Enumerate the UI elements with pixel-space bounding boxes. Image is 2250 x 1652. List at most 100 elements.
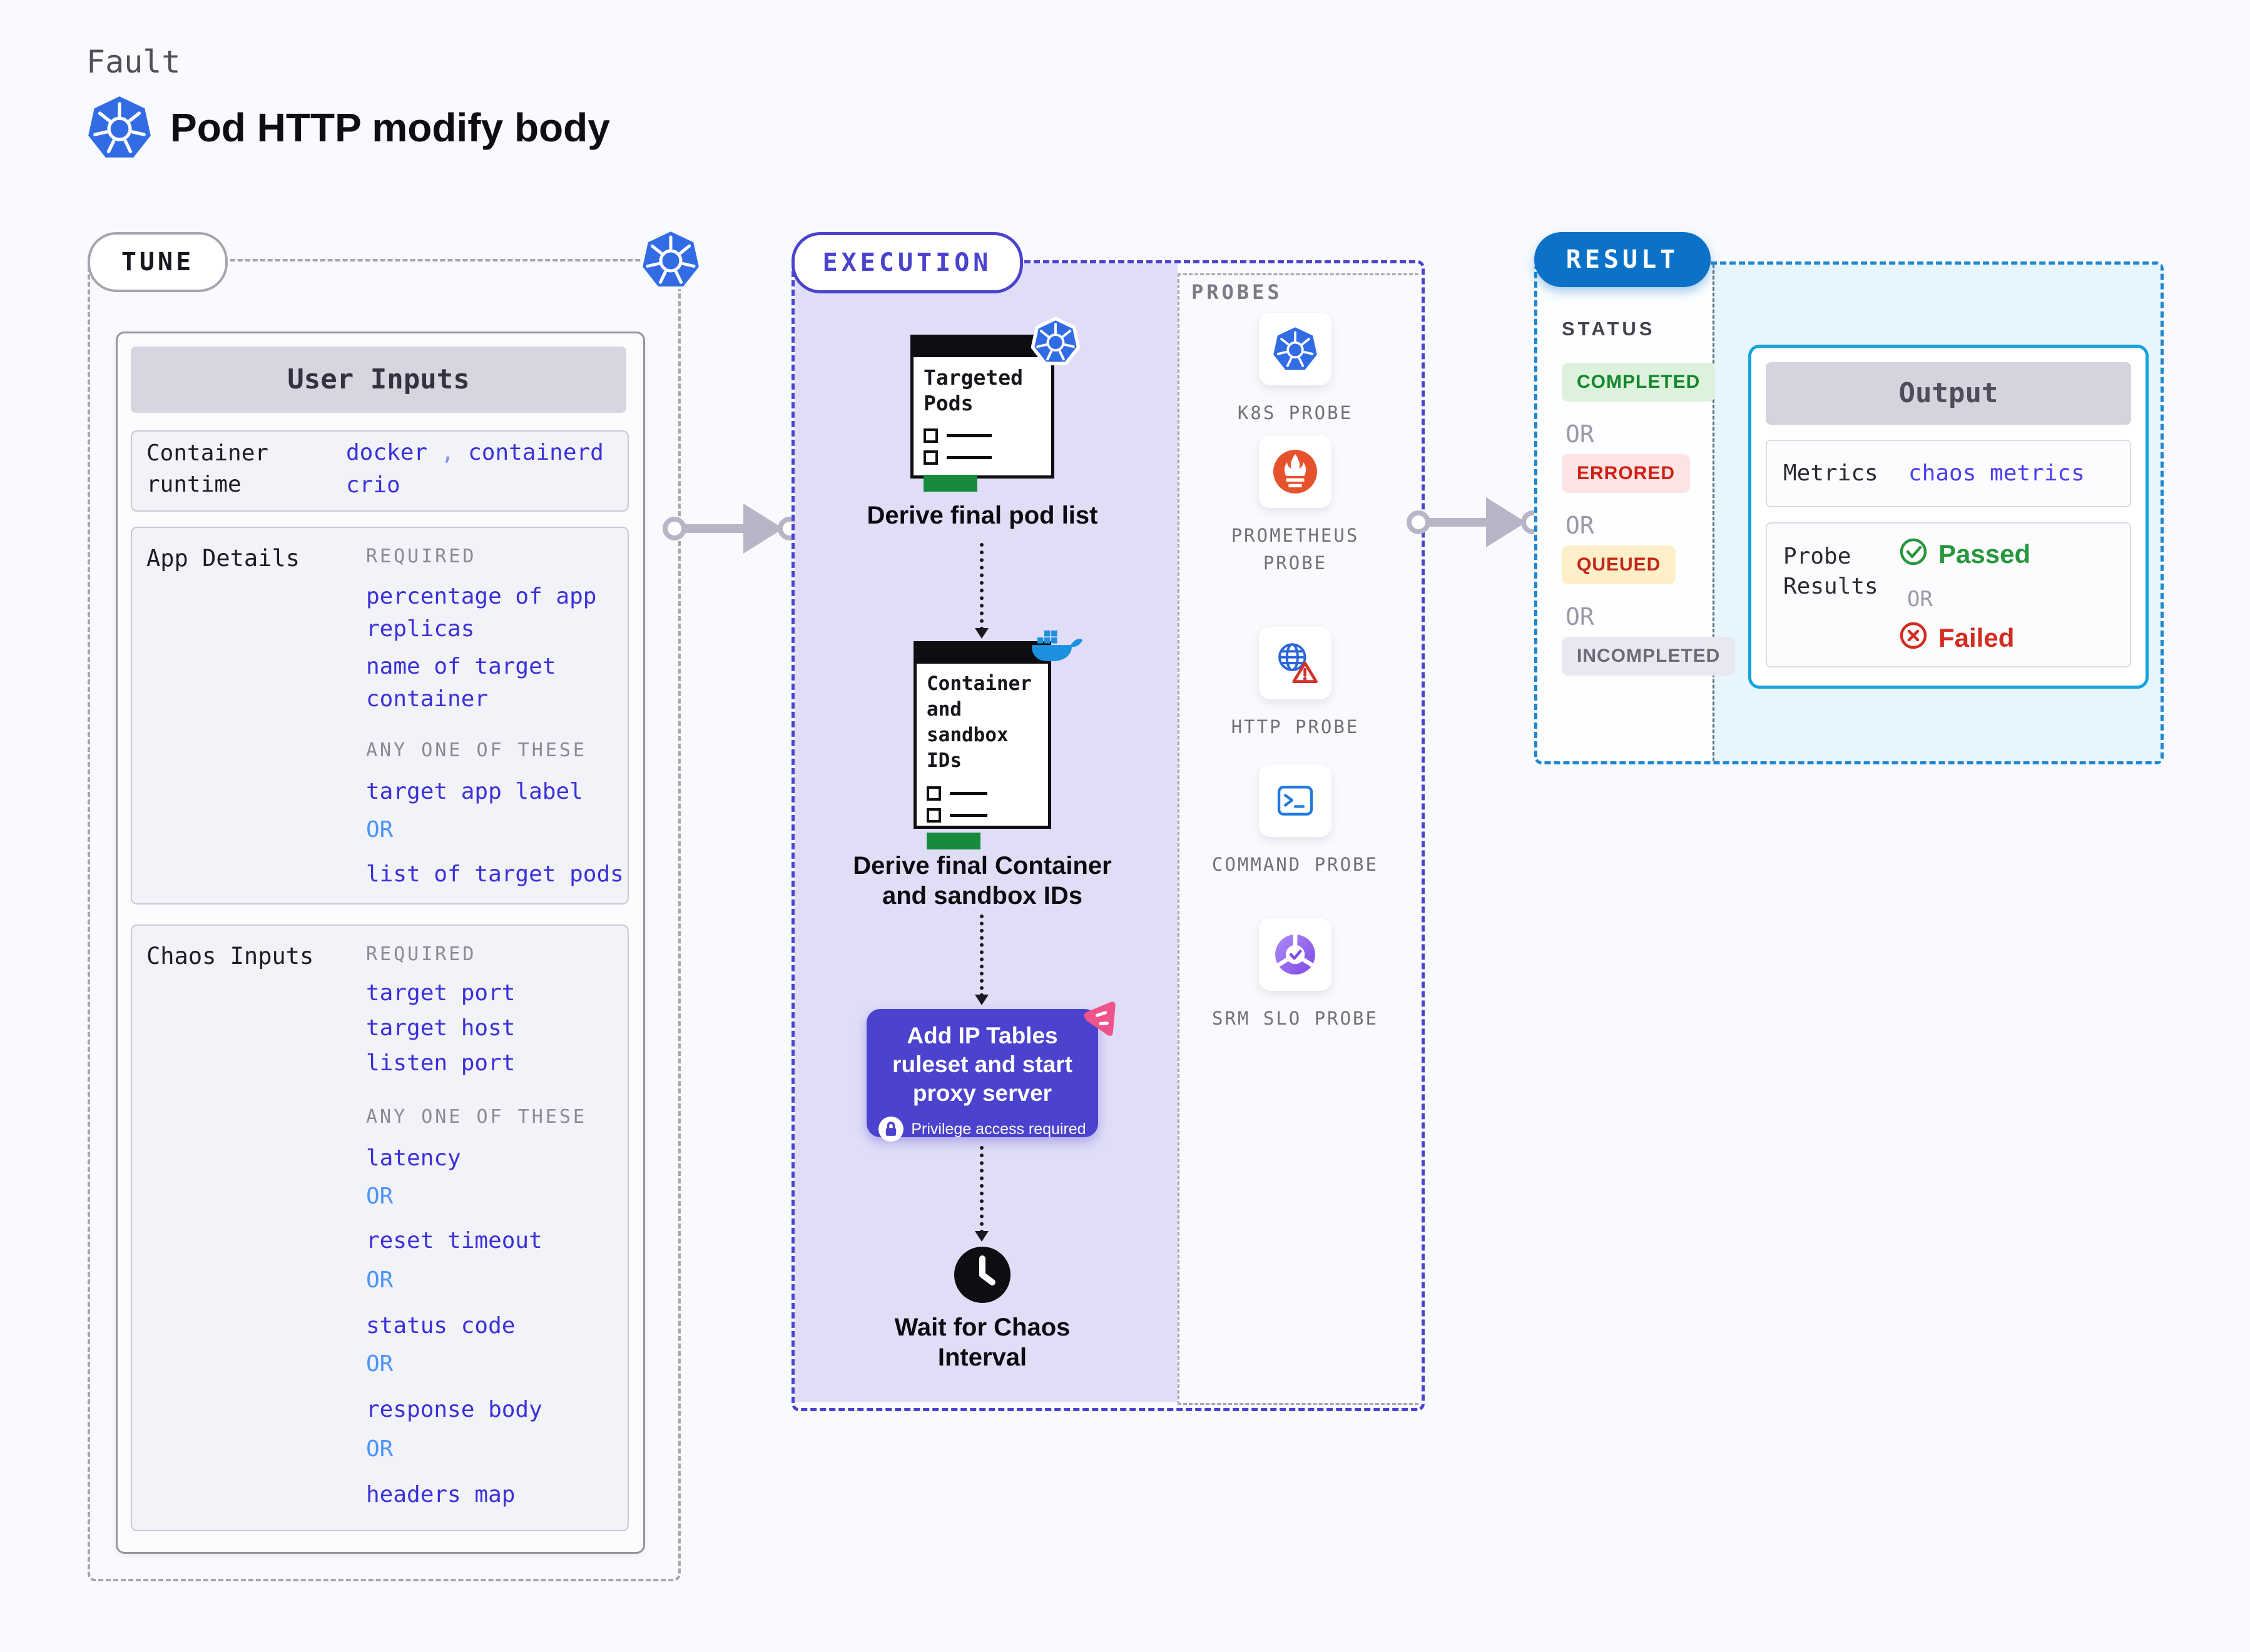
derive-pod-list-caption: Derive final pod list — [867, 502, 1098, 529]
probe-results-or: OR — [1907, 587, 1933, 612]
execution-out-dot — [1407, 510, 1430, 534]
chaos-required-heading: REQUIRED — [366, 943, 477, 965]
metrics-value: chaos metrics — [1908, 460, 2085, 486]
k8s-probe-label: K8S PROBE — [1237, 402, 1353, 423]
output-header: Output — [1766, 362, 2131, 425]
command-probe-label: COMMAND PROBE — [1212, 854, 1378, 875]
app-item-target-pods: list of target pods — [366, 861, 624, 887]
checkbox-row — [914, 428, 1051, 443]
runtime-value-containerd: containerd — [468, 440, 604, 465]
http-probe-label: HTTP PROBE — [1231, 716, 1360, 737]
chaos-or-1: OR — [366, 1183, 394, 1209]
kubernetes-icon — [1273, 327, 1317, 370]
checkbox-row — [914, 450, 1051, 465]
app-details-label: App Details — [146, 545, 300, 572]
card-topbar — [916, 644, 1049, 664]
tune-to-execution-arrowhead — [743, 504, 783, 554]
card-topbar — [913, 337, 1052, 357]
user-inputs-header: User Inputs — [131, 347, 626, 413]
container-sandbox-title: Container and sandbox IDs — [927, 672, 1032, 772]
targeted-pods-card: Targeted Pods — [910, 335, 1054, 492]
flow-connector — [980, 543, 984, 631]
tune-connector-dot — [663, 517, 686, 540]
chaos-or-3: OR — [366, 1351, 394, 1377]
container-runtime-card — [131, 430, 629, 512]
tune-to-execution-arrow — [674, 524, 757, 533]
chaos-item-target-host: target host — [366, 1015, 516, 1041]
status-or-2: OR — [1565, 512, 1594, 539]
probe-results-label: Probe Results — [1783, 544, 1878, 599]
status-or-1: OR — [1565, 420, 1594, 448]
clock-icon — [954, 1246, 1011, 1304]
kubernetes-icon — [1031, 316, 1081, 367]
runtime-value-docker: docker — [346, 440, 428, 465]
page-title: Pod HTTP modify body — [170, 105, 610, 150]
prometheus-probe-label: PROMETHEUS PROBE — [1231, 525, 1360, 574]
checkbox-row — [917, 808, 1048, 823]
green-progress-bar — [924, 475, 977, 492]
kubernetes-icon — [86, 93, 153, 163]
privilege-note: Privilege access required — [911, 1120, 1086, 1138]
passed-check-icon — [1898, 537, 1928, 567]
srm-slo-probe-card — [1259, 918, 1331, 991]
runtime-value-crio: crio — [346, 472, 400, 498]
execution-to-result-arrowhead — [1486, 497, 1526, 547]
app-anyone-heading: ANY ONE OF THESE — [366, 739, 587, 761]
iptables-action-text: Add IP Tables ruleset and start proxy se… — [892, 1023, 1072, 1106]
execution-badge: EXECUTION — [792, 232, 1023, 293]
fault-kicker: Fault — [86, 44, 181, 80]
checkbox-row — [917, 786, 1048, 801]
chaos-item-latency: latency — [366, 1145, 461, 1171]
green-progress-bar — [927, 833, 980, 849]
metrics-row — [1766, 440, 2131, 507]
k8s-probe-card — [1259, 313, 1331, 385]
chaos-anyone-heading: ANY ONE OF THESE — [366, 1106, 587, 1128]
chaos-item-response-body: response body — [366, 1397, 542, 1422]
execution-region-border — [792, 260, 1425, 1411]
targeted-pods-title: Targeted Pods — [924, 365, 1023, 415]
kubernetes-icon — [639, 226, 702, 293]
flow-connector-arrowhead — [975, 995, 989, 1005]
wait-chaos-caption: Wait for Chaos Interval — [894, 1314, 1071, 1371]
flow-connector — [980, 1146, 984, 1234]
derive-container-caption: Derive final Container and sandbox IDs — [853, 852, 1112, 910]
chaos-inputs-label: Chaos Inputs — [146, 943, 314, 970]
status-chip-errored: ERRORED — [1562, 454, 1691, 493]
result-badge: RESULT — [1534, 232, 1711, 287]
prometheus-icon — [1273, 450, 1317, 494]
probes-title: PROBES — [1191, 280, 1283, 304]
chaos-inputs-card — [131, 925, 629, 1531]
container-sandbox-card: Container and sandbox IDs — [914, 641, 1051, 849]
container-runtime-values: docker , containerd crio — [346, 437, 604, 502]
srm-slo-probe-label: SRM SLO PROBE — [1212, 1008, 1378, 1029]
terminal-icon — [1277, 786, 1313, 816]
http-probe-card — [1259, 627, 1331, 699]
status-title: STATUS — [1562, 318, 1656, 340]
flow-connector — [980, 915, 984, 997]
command-probe-card — [1259, 764, 1331, 837]
failed-x-icon — [1898, 621, 1928, 651]
chaos-or-2: OR — [366, 1267, 394, 1293]
flow-connector-arrowhead — [975, 1231, 989, 1242]
status-chip-queued: QUEUED — [1562, 545, 1676, 584]
app-item-target-label: target app label — [366, 779, 583, 804]
tune-badge: TUNE — [88, 232, 228, 292]
app-required-heading: REQUIRED — [366, 545, 477, 567]
prometheus-probe-card — [1259, 435, 1331, 508]
tune-region — [88, 259, 681, 1581]
failed-label: Failed — [1938, 623, 2015, 652]
chaos-item-status-code: status code — [366, 1313, 516, 1339]
status-chip-incompleted: INCOMPLETED — [1562, 637, 1736, 676]
chaos-item-target-port: target port — [366, 980, 516, 1006]
chaos-item-listen-port: listen port — [366, 1050, 516, 1076]
runtime-comma: , — [440, 440, 455, 465]
status-chip-completed: COMPLETED — [1562, 363, 1716, 402]
app-item-percentage: percentage of app replicas — [366, 584, 597, 642]
chaos-item-reset-timeout: reset timeout — [366, 1228, 542, 1254]
iptables-action-box: Add IP Tables ruleset and start proxy se… — [867, 1009, 1098, 1142]
app-or: OR — [366, 817, 394, 843]
passed-label: Passed — [1938, 539, 2031, 569]
container-runtime-label: Container runtime — [146, 440, 269, 497]
chaos-or-4: OR — [366, 1436, 394, 1462]
